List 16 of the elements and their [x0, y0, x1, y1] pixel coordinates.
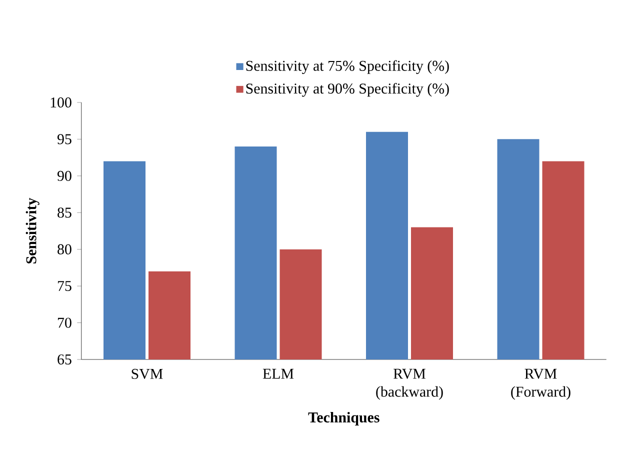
y-tick-label: 80: [58, 244, 72, 254]
y-tick-label: 90: [57, 170, 72, 181]
y-tick-label: 65: [58, 354, 72, 364]
legend-label: Sensitivity at 75% Specificity (%): [246, 60, 449, 74]
y-tick-label: 100: [50, 97, 72, 108]
y-tick-label: 85: [58, 208, 72, 218]
y-tick-label: 70: [58, 318, 72, 328]
legend-label: Sensitivity at 90% Specificity (%): [246, 82, 449, 97]
x-tick-label: ELM: [262, 368, 294, 379]
y-tick-label: 95: [57, 134, 72, 144]
x-tick-label: RVM (Forward): [511, 368, 570, 400]
x-tick-label: RVM (backward): [376, 368, 443, 400]
y-tick-label: 75: [58, 281, 72, 291]
x-tick-label: SVM: [132, 368, 163, 380]
y-axis-title: Sensitivity: [26, 198, 40, 264]
x-axis-title: Techniques: [308, 412, 380, 426]
